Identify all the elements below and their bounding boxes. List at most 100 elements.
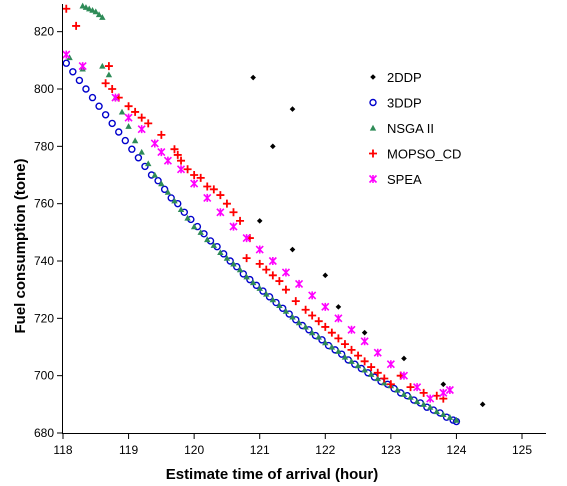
data-point xyxy=(386,360,395,369)
data-point xyxy=(252,281,261,290)
data-point xyxy=(285,310,293,318)
data-point xyxy=(380,374,389,383)
data-point xyxy=(89,6,96,13)
plot-area xyxy=(62,4,546,434)
data-point xyxy=(157,148,166,157)
data-point xyxy=(101,79,110,88)
data-point xyxy=(360,357,369,366)
data-point xyxy=(173,150,182,159)
data-point xyxy=(229,222,238,231)
data-point xyxy=(197,229,204,235)
data-point xyxy=(276,302,283,309)
data-point xyxy=(131,107,140,116)
data-point xyxy=(275,277,284,286)
series-spea xyxy=(62,50,454,403)
data-point xyxy=(160,185,169,194)
data-point xyxy=(86,5,93,12)
data-point xyxy=(348,358,355,364)
y-tick-label: 800 xyxy=(34,82,54,96)
data-point xyxy=(184,214,191,221)
data-point xyxy=(335,304,342,310)
y-tick-label: 700 xyxy=(34,369,54,383)
data-point xyxy=(151,171,158,178)
data-point xyxy=(334,334,343,343)
data-point xyxy=(340,340,349,349)
data-point xyxy=(301,305,310,314)
data-point xyxy=(144,119,153,128)
data-point xyxy=(440,411,447,417)
data-point xyxy=(134,154,143,162)
data-point xyxy=(373,348,382,357)
data-point xyxy=(419,388,428,397)
data-point xyxy=(440,381,447,388)
data-point xyxy=(413,383,422,392)
data-point xyxy=(289,313,296,320)
data-point xyxy=(170,145,179,154)
data-point xyxy=(128,145,136,153)
data-point xyxy=(328,343,336,350)
data-point xyxy=(314,317,323,326)
y-tick-label: 740 xyxy=(34,254,54,268)
data-point xyxy=(69,68,77,76)
data-point xyxy=(259,287,267,295)
legend-marker xyxy=(369,124,377,131)
data-point xyxy=(361,366,368,373)
data-point xyxy=(420,401,427,407)
data-point xyxy=(131,137,139,144)
data-point xyxy=(164,189,172,195)
data-point xyxy=(291,297,300,306)
data-point xyxy=(335,348,342,354)
data-point xyxy=(78,62,87,71)
legend-marker xyxy=(368,174,378,184)
data-point xyxy=(118,108,126,115)
data-point xyxy=(322,272,329,279)
data-point xyxy=(322,339,329,346)
data-point xyxy=(209,185,218,194)
legend-label: SPEA xyxy=(387,172,422,187)
data-point xyxy=(315,333,322,340)
y-tick-label: 680 xyxy=(34,426,54,440)
data-point xyxy=(222,199,231,208)
legend-marker xyxy=(370,74,376,80)
data-point xyxy=(439,388,448,397)
data-point xyxy=(386,380,395,389)
y-tick-label: 820 xyxy=(34,25,54,39)
legend: 2DDP 3DDP NSGA II MOPSO_CD SPEA xyxy=(368,70,461,187)
tick-layer: 118 119 120 121 122 123 124 125 680 700 720 740 760 7… xyxy=(34,25,532,457)
data-point xyxy=(262,265,271,274)
data-point xyxy=(190,179,199,188)
legend-marker xyxy=(369,98,377,107)
legend-label: MOPSO_CD xyxy=(387,147,461,162)
data-point xyxy=(167,194,175,202)
data-point xyxy=(268,271,277,280)
data-point xyxy=(281,285,290,294)
data-point xyxy=(79,2,86,9)
data-point xyxy=(308,329,316,336)
data-point xyxy=(124,113,133,122)
data-point xyxy=(278,304,287,312)
data-point xyxy=(354,351,363,360)
data-point xyxy=(62,50,71,59)
x-tick-label: 119 xyxy=(119,443,138,457)
data-point xyxy=(367,371,375,377)
data-point xyxy=(124,102,133,111)
data-point xyxy=(217,249,224,255)
data-point xyxy=(177,206,185,212)
data-point xyxy=(347,325,356,334)
legend-item: MOPSO_CD xyxy=(369,147,461,162)
data-point xyxy=(255,245,264,254)
data-point xyxy=(243,273,250,280)
data-point xyxy=(289,246,296,253)
data-point xyxy=(115,128,123,136)
x-tick-label: 121 xyxy=(250,443,270,457)
data-point xyxy=(269,296,277,303)
x-tick-label: 125 xyxy=(512,443,532,457)
data-point xyxy=(255,259,264,268)
data-point xyxy=(242,234,251,243)
data-point xyxy=(157,130,166,139)
data-point xyxy=(406,383,415,392)
x-tick-label: 122 xyxy=(315,443,335,457)
data-point xyxy=(292,316,300,324)
legend-marker xyxy=(369,149,377,158)
